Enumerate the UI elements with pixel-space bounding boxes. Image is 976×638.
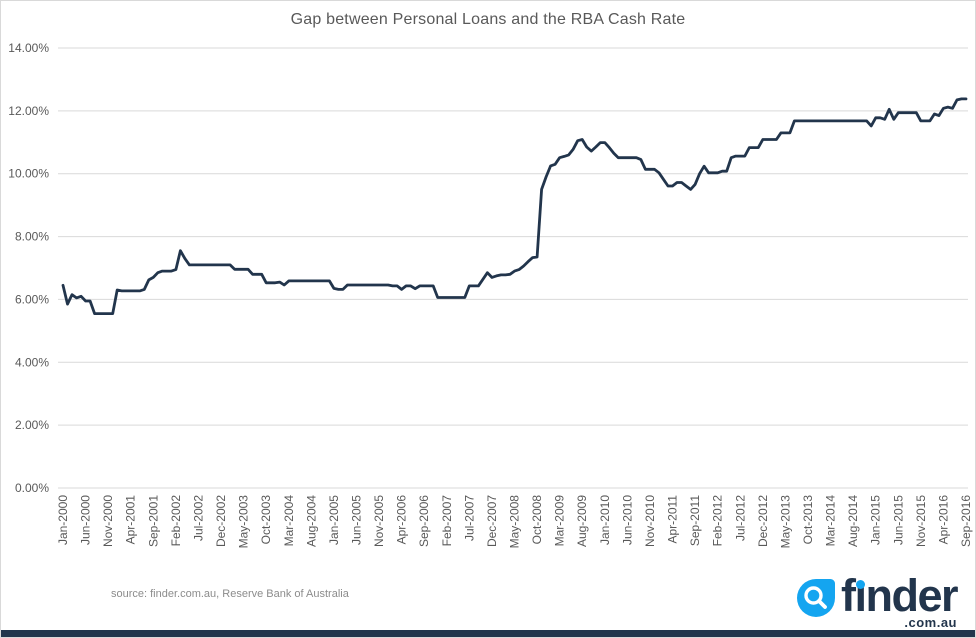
logo-tld-text: .com.au bbox=[904, 615, 957, 630]
x-axis-tick-label: Dec-2012 bbox=[756, 495, 770, 547]
x-axis-tick-label: Feb-2007 bbox=[440, 495, 454, 547]
gap-series-line bbox=[61, 97, 968, 316]
x-axis-tick-label: Jan-2015 bbox=[869, 495, 883, 545]
x-axis-tick-label: Apr-2006 bbox=[395, 495, 409, 545]
x-axis-tick-label: Jun-2010 bbox=[620, 495, 634, 545]
x-axis-tick-label: Feb-2002 bbox=[169, 495, 183, 547]
source-note: source: finder.com.au, Reserve Bank of A… bbox=[111, 588, 349, 600]
x-axis-tick-label: Jun-2000 bbox=[79, 495, 93, 545]
x-axis-tick-label: Mar-2014 bbox=[824, 495, 838, 547]
x-axis-tick-label: Jan-2005 bbox=[327, 495, 341, 545]
x-axis-tick-label: Oct-2003 bbox=[259, 495, 273, 545]
x-axis-tick-label: Sep-2011 bbox=[688, 495, 702, 546]
x-axis-tick-label: Jan-2010 bbox=[598, 495, 612, 545]
finder-logo: fı nder .com.au bbox=[796, 570, 959, 630]
x-axis-tick-label: Oct-2008 bbox=[530, 495, 544, 545]
x-axis-tick-label: Mar-2004 bbox=[282, 495, 296, 547]
x-axis-tick-label: Aug-2009 bbox=[575, 495, 589, 547]
x-axis-tick-label: Apr-2016 bbox=[936, 495, 950, 545]
x-axis-tick-label: Jun-2015 bbox=[891, 495, 905, 545]
x-axis-tick-label: Oct-2013 bbox=[801, 495, 815, 545]
bottom-navy-bar bbox=[1, 630, 975, 637]
magnifier-glass-icon bbox=[804, 586, 827, 609]
x-axis-tick-label: Jul-2007 bbox=[462, 495, 476, 541]
chart-title: Gap between Personal Loans and the RBA C… bbox=[290, 11, 686, 28]
x-axis-tick-label: Nov-2010 bbox=[643, 495, 657, 547]
y-axis-tick-label: 0.00% bbox=[15, 481, 49, 495]
logo-i-dot-icon bbox=[856, 580, 866, 589]
logo-brand-text: fı nder bbox=[840, 570, 959, 621]
x-axis-tick-label: Aug-2004 bbox=[304, 495, 318, 547]
x-axis-tick-label: Jul-2012 bbox=[733, 495, 747, 541]
x-axis-tick-label: Sep-2006 bbox=[417, 495, 431, 547]
x-axis-tick-label: Dec-2007 bbox=[485, 495, 499, 547]
logo-letter-i: ı bbox=[854, 570, 867, 621]
x-axis-tick-label: Sep-2016 bbox=[959, 495, 973, 547]
y-axis-tick-label: 12.00% bbox=[8, 104, 49, 118]
x-axis-tick-label: May-2008 bbox=[508, 495, 522, 549]
x-axis-tick-label: Apr-2001 bbox=[124, 495, 138, 545]
x-axis-tick-label: Jun-2005 bbox=[349, 495, 363, 545]
x-axis-tick-label: Jan-2000 bbox=[56, 495, 70, 545]
x-axis-tick-label: Mar-2009 bbox=[553, 495, 567, 547]
x-axis-tick-label: Feb-2012 bbox=[711, 495, 725, 547]
x-axis-tick-label: Aug-2014 bbox=[846, 495, 860, 547]
x-axis-tick-label: Sep-2001 bbox=[146, 495, 160, 547]
logo-text: fı nder .com.au bbox=[840, 570, 959, 630]
x-axis-tick-label: Jul-2002 bbox=[191, 495, 205, 541]
y-axis-tick-label: 4.00% bbox=[15, 355, 49, 369]
x-axis-tick-label: Apr-2011 bbox=[666, 495, 680, 544]
x-axis-tick-label: May-2013 bbox=[778, 495, 792, 549]
y-axis-tick-label: 10.00% bbox=[8, 167, 49, 181]
y-axis-tick-label: 14.00% bbox=[8, 41, 49, 55]
x-axis-tick-label: Nov-2015 bbox=[914, 495, 928, 547]
x-axis-tick-label: Dec-2002 bbox=[214, 495, 228, 547]
x-axis-tick-label: Nov-2000 bbox=[101, 495, 115, 547]
x-axis-tick-label: May-2003 bbox=[237, 495, 251, 549]
y-axis-tick-label: 6.00% bbox=[15, 292, 49, 306]
y-axis-tick-label: 2.00% bbox=[15, 418, 49, 432]
x-axis-tick-label: Nov-2005 bbox=[372, 495, 386, 547]
y-axis-tick-label: 8.00% bbox=[15, 230, 49, 244]
magnifier-droplet-icon bbox=[796, 579, 835, 617]
